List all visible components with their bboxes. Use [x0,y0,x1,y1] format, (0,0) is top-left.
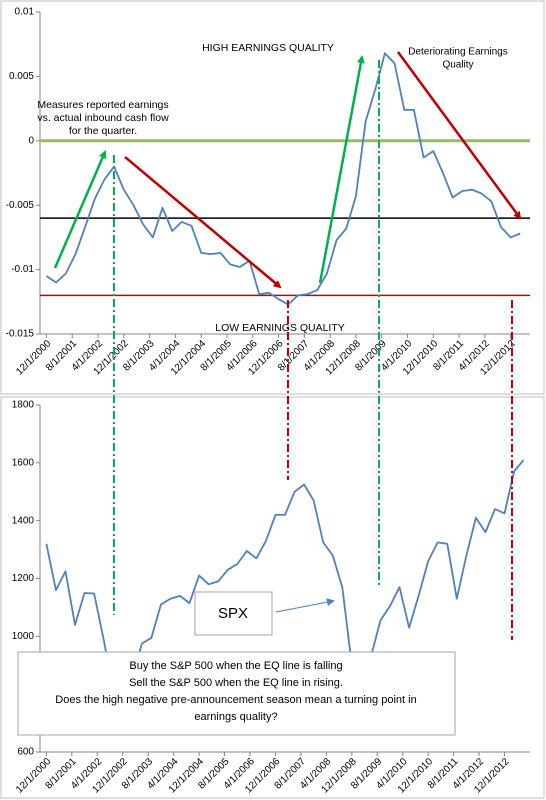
annotation: Deteriorating Earnings [408,47,508,58]
y-tick-label: -0.015 [6,329,35,340]
x-tick-label: 12/1/2000 [14,338,54,378]
y-tick-label: 1000 [12,631,35,642]
annotation: Sell the S&P 500 when the EQ line in ris… [129,677,343,689]
annotation: Does the high negative pre-announcement … [55,694,416,706]
y-tick-label: 0.01 [15,7,35,18]
y-tick-label: 1200 [12,573,35,584]
y-tick-label: -0.01 [11,264,34,275]
bottom-panel-border [0,396,545,799]
y-tick-label: 1400 [12,515,35,526]
y-tick-label: 0.005 [9,71,34,82]
annotation: SPX [218,605,248,622]
y-tick-label: 1800 [12,400,35,411]
annotation: LOW EARNINGS QUALITY [215,322,345,334]
y-tick-label: 0 [28,135,34,146]
annotation: Measures reported earnings [37,99,168,111]
annotation: HIGH EARNINGS QUALITY [202,42,334,54]
arrow [318,55,365,284]
y-tick-label: -0.005 [6,200,35,211]
series-line [45,52,521,306]
annotation: for the quarter. [69,125,137,137]
annotation: vs. actual inbound cash flow [37,112,169,124]
note-box [17,651,456,736]
overlay [17,51,522,736]
arrow [53,150,107,269]
annotation: Quality [442,60,473,71]
arrow [124,156,282,289]
y-tick-label: 600 [17,747,34,758]
arrow [275,598,335,613]
annotation: Buy the S&P 500 when the EQ line is fall… [129,660,342,672]
top-panel-border [0,0,545,395]
y-tick-label: 1600 [12,457,35,468]
spx-box [194,591,273,636]
annotation: earnings quality? [194,711,277,723]
x-tick-label: 12/1/2000 [14,756,54,796]
arrow [396,51,522,220]
